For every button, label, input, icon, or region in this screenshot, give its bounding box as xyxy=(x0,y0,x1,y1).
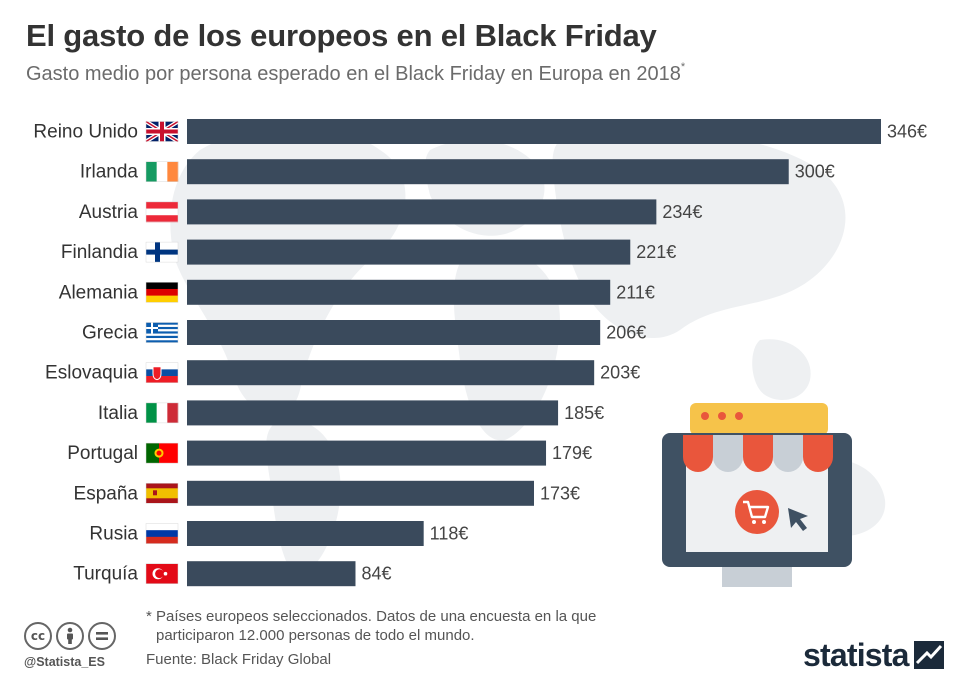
chart-title: El gasto de los europeos en el Black Fri… xyxy=(26,18,657,53)
bar xyxy=(187,199,657,225)
chart-subtitle: Gasto medio por persona esperado en el B… xyxy=(26,61,686,86)
source-text: Fuente: Black Friday Global xyxy=(146,651,332,668)
subtitle-text: Gasto medio por persona esperado en el B… xyxy=(26,63,681,85)
subtitle-footnote-marker: * xyxy=(680,61,686,73)
spain-flag-icon xyxy=(145,483,179,504)
value-label: 300€ xyxy=(795,162,835,182)
category-label: Portugal xyxy=(67,443,138,464)
uk-flag-icon xyxy=(144,119,180,144)
online-shop-illustration xyxy=(662,403,852,587)
slovakia-flag-icon xyxy=(145,362,179,383)
value-label: 179€ xyxy=(552,443,592,463)
value-label: 206€ xyxy=(606,323,646,343)
bar xyxy=(187,400,559,426)
bar xyxy=(187,521,424,546)
footnote-line-2: participaron 12.000 personas de todo el … xyxy=(156,627,475,644)
bar xyxy=(187,239,631,265)
bar xyxy=(187,440,547,466)
category-label: Turquía xyxy=(73,564,138,585)
greece-flag-icon xyxy=(145,322,179,343)
value-label: 346€ xyxy=(887,122,927,142)
license-icons: cc xyxy=(24,622,116,650)
bar-chart: Reino Unido 346€ Irlanda 300€ Austria 234€ Fin… xyxy=(33,119,927,587)
bar xyxy=(187,159,789,185)
statista-mark-icon xyxy=(913,641,944,669)
sign-dot-1 xyxy=(701,412,709,420)
nd-icon[interactable] xyxy=(88,622,116,650)
bars-group: Reino Unido 346€ Irlanda 300€ Austria 234€ Fin… xyxy=(33,119,927,587)
category-label: Reino Unido xyxy=(33,122,138,143)
portugal-flag-icon xyxy=(145,442,179,464)
bar xyxy=(187,480,534,506)
social-handle[interactable]: @Statista_ES xyxy=(24,655,105,669)
statista-logo[interactable]: statista xyxy=(803,636,944,674)
value-label: 221€ xyxy=(636,242,676,262)
category-label: Finlandia xyxy=(61,242,139,263)
value-label: 118€ xyxy=(430,524,469,544)
russia-flag-icon xyxy=(145,523,179,544)
category-label: Grecia xyxy=(82,323,138,344)
category-label: Alemania xyxy=(59,282,139,303)
bar xyxy=(187,119,881,144)
value-label: 84€ xyxy=(361,564,391,584)
value-label: 211€ xyxy=(616,282,655,302)
cursor-icon xyxy=(788,508,808,531)
by-icon[interactable] xyxy=(56,622,84,650)
category-label: Irlanda xyxy=(80,162,139,183)
ireland-flag-icon xyxy=(145,161,179,182)
category-label: Italia xyxy=(98,403,139,424)
value-label: 185€ xyxy=(564,403,604,423)
sign-dot-2 xyxy=(718,412,726,420)
category-label: Eslovaquia xyxy=(45,363,138,384)
footnote: * Países europeos seleccionados. Datos d… xyxy=(146,607,666,645)
finland-flag-icon xyxy=(145,241,179,263)
turkey-flag-icon xyxy=(145,563,179,584)
austria-flag-icon xyxy=(145,201,179,223)
germany-flag-icon xyxy=(145,282,179,303)
bar xyxy=(187,320,601,345)
cart-icon xyxy=(735,490,779,534)
category-label: España xyxy=(74,483,139,504)
category-label: Rusia xyxy=(89,524,138,545)
bar xyxy=(187,279,611,305)
brand-wordmark: statista xyxy=(803,637,909,673)
bar xyxy=(187,561,356,587)
bar xyxy=(187,360,595,386)
shop-sign xyxy=(690,403,828,435)
value-label: 203€ xyxy=(600,363,640,383)
italy-flag-icon xyxy=(145,402,179,424)
monitor-stand xyxy=(722,567,792,587)
value-label: 234€ xyxy=(662,202,702,222)
footnote-line-1: * Países europeos seleccionados. Datos d… xyxy=(146,608,597,625)
sign-dot-3 xyxy=(735,412,743,420)
value-label: 173€ xyxy=(540,483,580,503)
cc-icon[interactable]: cc xyxy=(24,622,52,650)
shop-awning xyxy=(683,435,833,472)
category-label: Austria xyxy=(79,202,139,223)
